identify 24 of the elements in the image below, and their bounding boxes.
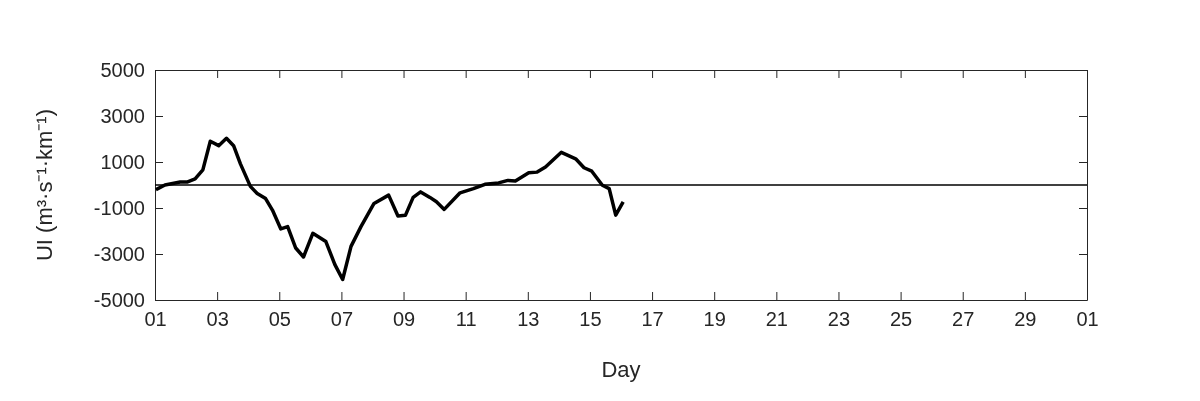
x-tick-label: 21 <box>765 308 788 331</box>
x-tick-label: 17 <box>641 308 664 331</box>
y-tick-label: 3000 <box>100 104 145 127</box>
y-axis-title: UI (m³·s⁻¹·km⁻¹) <box>32 108 57 262</box>
x-tick-label: 05 <box>268 308 291 331</box>
x-tick-label: 19 <box>703 308 726 331</box>
x-tick-label: 25 <box>889 308 913 331</box>
x-axis-title: Day <box>601 357 641 382</box>
y-tick-label: 1000 <box>100 150 145 173</box>
x-tick-label: 11 <box>455 308 477 331</box>
x-tick-label: 03 <box>206 308 229 331</box>
x-tick-label: 01 <box>1076 308 1099 331</box>
x-tick-label: 09 <box>392 308 416 331</box>
x-tick-label: 07 <box>330 308 354 331</box>
x-tick-label: 01 <box>144 308 167 331</box>
y-tick-label: 5000 <box>100 58 145 81</box>
x-tick-label: 29 <box>1014 308 1037 331</box>
y-tick-label: -5000 <box>93 288 145 311</box>
x-tick-label: 23 <box>827 308 851 331</box>
y-tick-label: -3000 <box>93 242 145 265</box>
y-tick-label: -1000 <box>93 196 145 219</box>
x-tick-label: 13 <box>517 308 540 331</box>
x-tick-label: 15 <box>579 308 602 331</box>
x-tick-label: 27 <box>952 308 975 331</box>
